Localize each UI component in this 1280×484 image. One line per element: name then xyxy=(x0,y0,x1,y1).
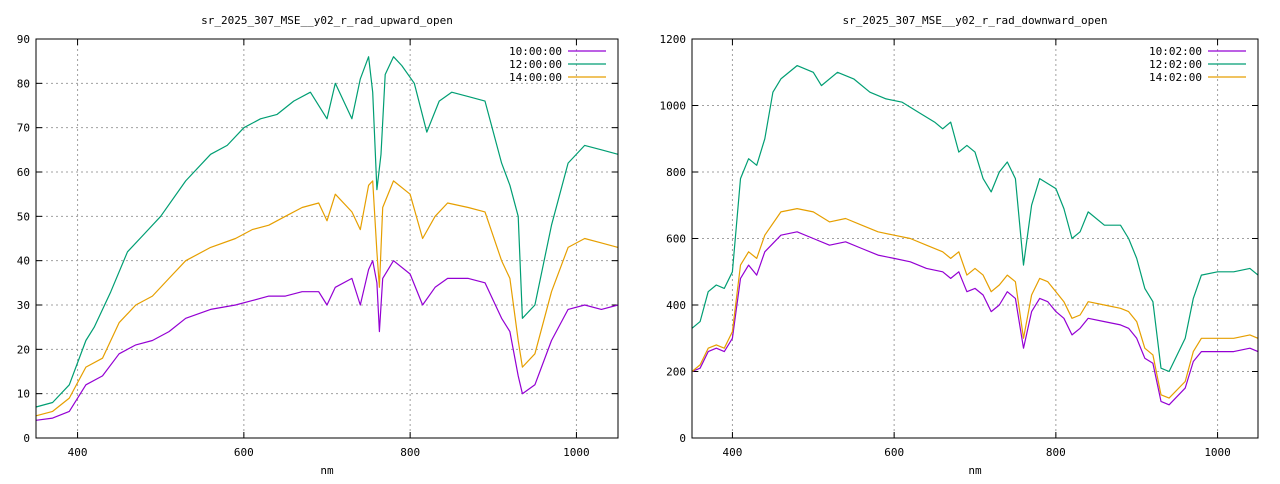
x-axis-label: nm xyxy=(968,464,982,477)
x-tick-label: 800 xyxy=(1046,446,1066,459)
chart-title: sr_2025_307_MSE__y02_r_rad_upward_open xyxy=(201,14,453,27)
chart-title: sr_2025_307_MSE__y02_r_rad_downward_open xyxy=(843,14,1108,27)
plot-frame xyxy=(691,38,1259,439)
x-tick-label: 800 xyxy=(400,446,420,459)
y-tick-label: 60 xyxy=(17,166,30,179)
chart-panel-2: sr_2025_307_MSE__y02_r_rad_downward_open… xyxy=(660,14,1259,477)
x-tick-label: 600 xyxy=(234,446,254,459)
y-tick-label: 50 xyxy=(17,210,30,223)
y-tick-label: 200 xyxy=(666,366,686,379)
legend-label: 14:02:00 xyxy=(1149,71,1202,84)
series-line-3 xyxy=(35,180,619,417)
series-line-3 xyxy=(691,208,1259,399)
legend-label: 12:00:00 xyxy=(509,58,562,71)
series-line-1 xyxy=(691,231,1259,406)
plot-frame xyxy=(35,38,619,439)
x-tick-label: 1000 xyxy=(563,446,590,459)
x-tick-label: 600 xyxy=(884,446,904,459)
legend-label: 14:00:00 xyxy=(509,71,562,84)
y-tick-label: 0 xyxy=(23,432,30,445)
y-tick-label: 1000 xyxy=(660,100,687,113)
y-tick-label: 20 xyxy=(17,343,30,356)
x-tick-label: 400 xyxy=(722,446,742,459)
y-tick-label: 800 xyxy=(666,166,686,179)
legend-label: 10:02:00 xyxy=(1149,45,1202,58)
y-tick-label: 70 xyxy=(17,122,30,135)
series-line-1 xyxy=(35,260,619,421)
y-tick-label: 30 xyxy=(17,299,30,312)
series-line-2 xyxy=(35,56,619,408)
legend-label: 12:02:00 xyxy=(1149,58,1202,71)
x-tick-label: 400 xyxy=(68,446,88,459)
legend-label: 10:00:00 xyxy=(509,45,562,58)
y-tick-label: 90 xyxy=(17,33,30,46)
y-tick-label: 40 xyxy=(17,255,30,268)
series-line-2 xyxy=(691,65,1259,373)
chart-panel-1: sr_2025_307_MSE__y02_r_rad_upward_open 0 1… xyxy=(17,14,619,477)
x-axis-label: nm xyxy=(320,464,334,477)
y-tick-label: 600 xyxy=(666,233,686,246)
y-tick-label: 400 xyxy=(666,299,686,312)
y-tick-label: 80 xyxy=(17,77,30,90)
y-tick-label: 10 xyxy=(17,388,30,401)
x-tick-label: 1000 xyxy=(1204,446,1231,459)
y-tick-label: 0 xyxy=(679,432,686,445)
y-tick-label: 1200 xyxy=(660,33,687,46)
